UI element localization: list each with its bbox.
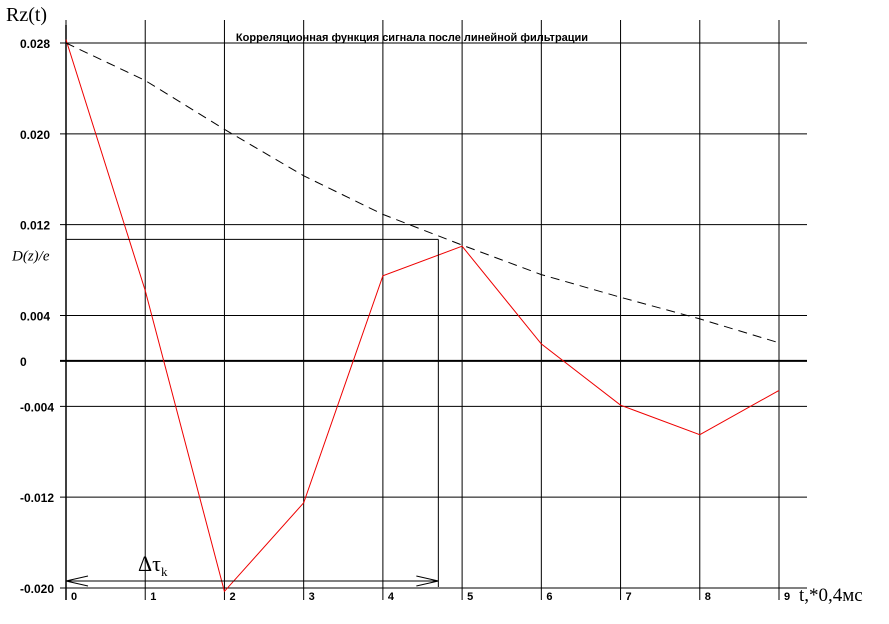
x-tick-label: 5 bbox=[467, 591, 473, 603]
x-tick-label: 7 bbox=[626, 591, 632, 603]
x-tick-label: 6 bbox=[546, 591, 552, 603]
interval-arrow-right-head bbox=[416, 575, 439, 587]
y-tick-label: 0.004 bbox=[20, 310, 50, 324]
annotations: D(z)/e Δτk bbox=[11, 238, 439, 587]
interval-subscript: k bbox=[161, 564, 168, 579]
y-tick-label: 0.020 bbox=[20, 128, 50, 142]
x-tick-label: 8 bbox=[705, 591, 711, 603]
x-axis-label: t,*0,4мс bbox=[799, 585, 863, 606]
y-axis-label: Rz(t) bbox=[6, 4, 47, 26]
y-tick-label: 0.012 bbox=[20, 219, 50, 233]
interval-label: Δτk bbox=[138, 551, 168, 579]
series bbox=[65, 39, 780, 593]
y-tick-label: 0.028 bbox=[20, 37, 50, 51]
x-tick-label: 3 bbox=[309, 591, 315, 603]
level-label: D(z)/e bbox=[11, 248, 50, 264]
y-tick-label: -0.020 bbox=[20, 582, 54, 596]
labels: Корреляционная функция сигнала после лин… bbox=[6, 4, 863, 606]
x-tick-label: 4 bbox=[388, 591, 395, 603]
x-tick-label: 2 bbox=[229, 591, 235, 603]
x-tick-label: 0 bbox=[71, 591, 77, 603]
grid bbox=[60, 20, 807, 600]
correlation-line bbox=[65, 39, 780, 593]
x-tick-label: 1 bbox=[150, 591, 156, 603]
y-tick-label: -0.004 bbox=[20, 400, 54, 414]
chart-title: Корреляционная функция сигнала после лин… bbox=[236, 32, 588, 44]
y-tick-label: 0 bbox=[20, 355, 27, 369]
x-tick-label: 9 bbox=[784, 591, 790, 603]
interval-arrow-left-head bbox=[65, 575, 89, 587]
envelope-line bbox=[65, 42, 780, 344]
y-tick-label: -0.012 bbox=[20, 491, 54, 505]
